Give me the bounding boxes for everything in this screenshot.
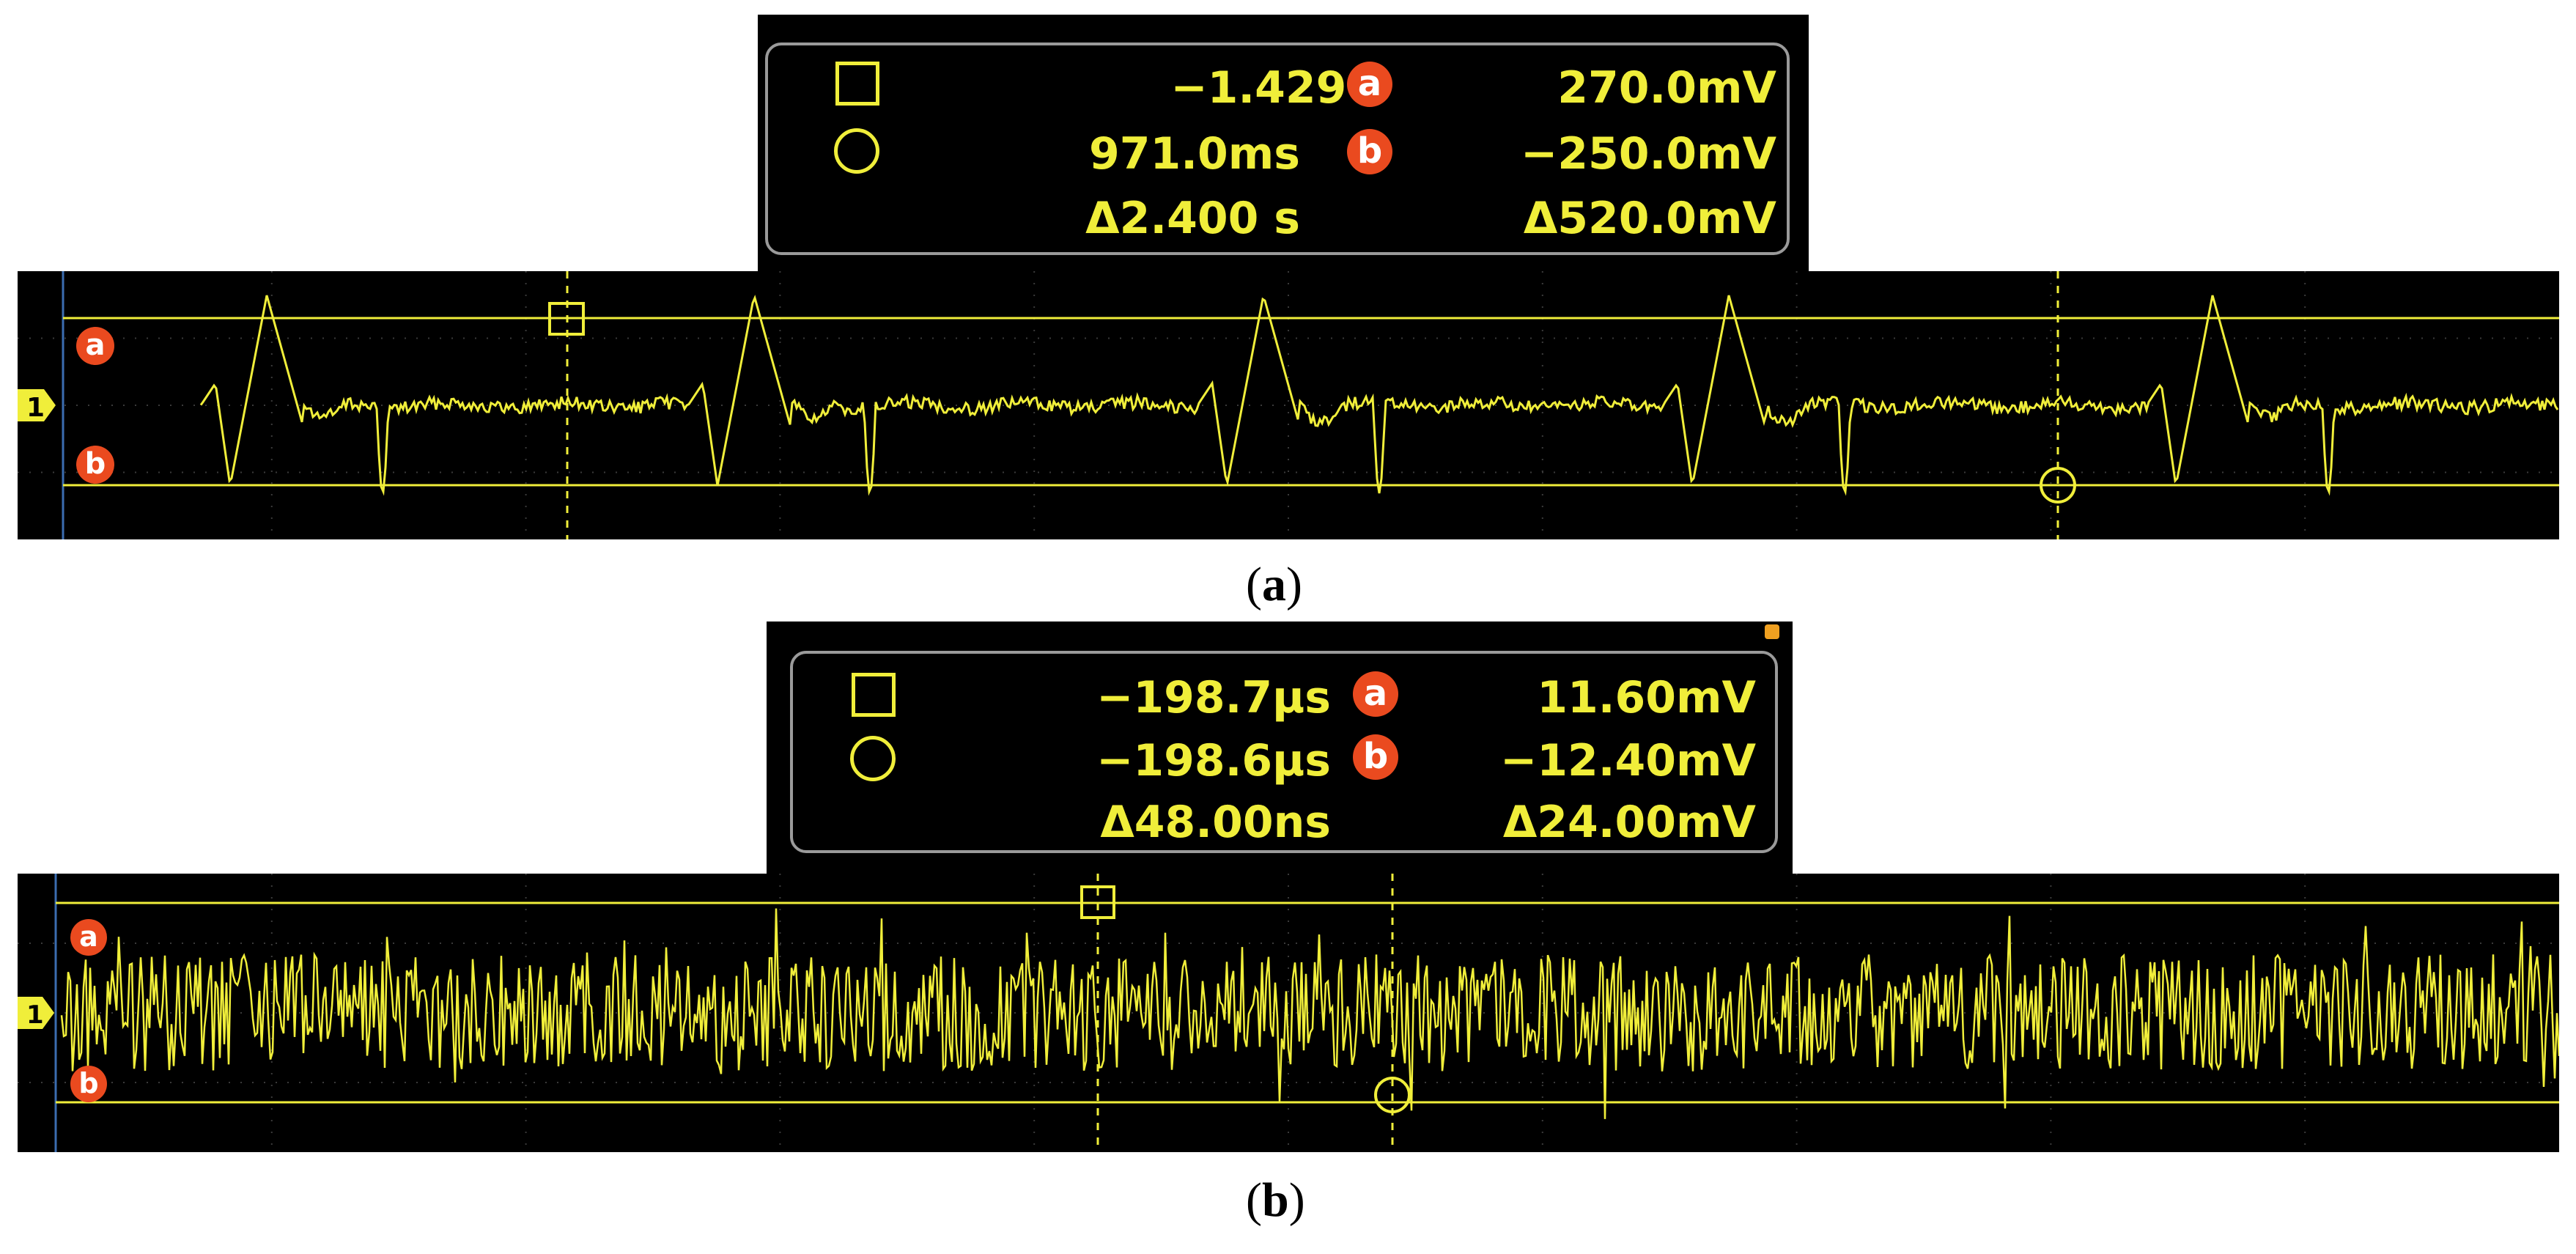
delta-time: Δ48.00ns <box>1100 797 1331 848</box>
waveform-a-trace <box>199 295 2559 496</box>
square-cursor-icon <box>835 62 879 106</box>
readout-frame-b <box>790 651 1778 853</box>
cursor-a-voltage: 11.60mV <box>1537 672 1756 723</box>
cursor-a-marker[interactable]: a <box>70 919 107 956</box>
caption-b-letter: b <box>1261 1173 1289 1227</box>
caption-a-letter: a <box>1261 558 1286 611</box>
channel-1-label: 1 <box>26 393 45 423</box>
delta-voltage: Δ520.0mV <box>1523 193 1776 244</box>
cursor-circle-handle <box>1374 1077 1411 1113</box>
waveform-a-svg: 1 <box>18 271 2559 539</box>
waveform-b-svg: 1 <box>18 874 2559 1152</box>
cursor-b-marker[interactable]: b <box>76 446 114 484</box>
cursor-circle-handle <box>2040 467 2076 504</box>
channel-1-label: 1 <box>26 1000 44 1030</box>
cursor-square-handle <box>548 302 585 336</box>
cursor-square-handle <box>1080 885 1115 919</box>
cursor-a-voltage: 270.0mV <box>1557 62 1776 114</box>
channel-1-marker <box>18 997 54 1029</box>
cursor-b-voltage: −250.0mV <box>1520 128 1776 180</box>
waveform-display-b[interactable]: 1 a b <box>18 874 2559 1152</box>
caption-a: (a) <box>1246 558 1302 611</box>
cursor-a-badge: a <box>1347 62 1392 107</box>
trigger-tag-icon <box>1765 624 1779 639</box>
cursor-b-badge: b <box>1353 734 1398 780</box>
cursor-b-time: 971.0ms <box>1088 128 1300 180</box>
readout-frame-a <box>765 43 1790 255</box>
readout-panel-a: −1.429 s 971.0ms Δ2.400 s a b 270.0mV −2… <box>758 15 1809 271</box>
waveform-b-trace <box>60 908 2559 1119</box>
cursor-b-marker[interactable]: b <box>70 1066 107 1102</box>
caption-b: (b) <box>1246 1173 1305 1227</box>
cursor-a-marker[interactable]: a <box>76 327 114 365</box>
cursor-b-badge: b <box>1347 129 1392 174</box>
circle-cursor-icon <box>850 736 896 781</box>
delta-time: Δ2.400 s <box>1085 193 1300 244</box>
cursor-a-time: −1.429 s <box>1170 62 1388 114</box>
delta-voltage: Δ24.00mV <box>1502 797 1756 848</box>
circle-cursor-icon <box>834 128 879 174</box>
cursor-b-time: −198.6µs <box>1096 735 1331 786</box>
cursor-a-badge: a <box>1353 671 1398 717</box>
cursor-a-time: −198.7µs <box>1096 672 1331 723</box>
cursor-b-voltage: −12.40mV <box>1499 735 1756 786</box>
readout-panel-b: −198.7µs −198.6µs Δ48.00ns a b 11.60mV −… <box>767 622 1793 874</box>
channel-1-marker <box>18 389 56 421</box>
square-cursor-icon <box>852 673 896 717</box>
waveform-display-a[interactable]: 1 a b <box>18 271 2559 539</box>
